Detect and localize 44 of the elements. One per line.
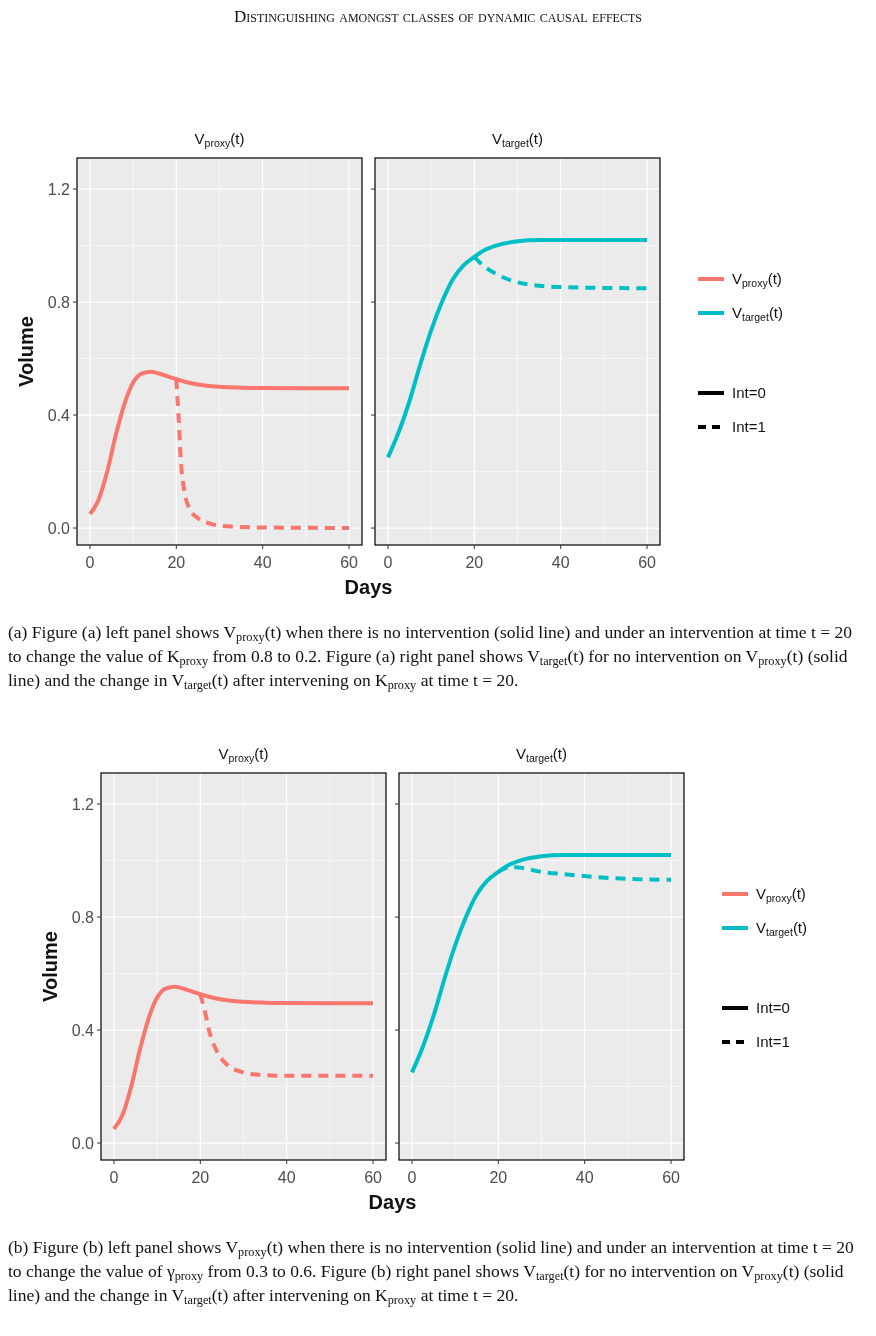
text: Int=0 — [756, 999, 790, 1016]
y-tick-label: 0.0 — [71, 1135, 95, 1153]
legend-label: V$_{proxy}$(t) — [756, 885, 806, 904]
x-tick-label: 40 — [277, 1169, 296, 1186]
x-axis-title: Days — [344, 576, 393, 598]
chart-title: V$_{target}$(t) — [491, 130, 544, 149]
y-tick-label: 0.8 — [47, 294, 71, 312]
legend-label: V$_{target}$(t) — [732, 304, 784, 323]
x-tick-label: 40 — [253, 554, 272, 571]
line-series — [111, 984, 376, 1131]
y-tick-label: 1.2 — [47, 181, 71, 199]
x-tick-label: 0 — [109, 1169, 119, 1186]
y-tick-label: 0.4 — [71, 1022, 95, 1040]
x-tick-label: 0 — [85, 554, 95, 571]
y-axis-title: Volume — [39, 931, 61, 1002]
y-tick-label: 0.4 — [47, 407, 71, 425]
chart-title: V$_{proxy}$(t) — [218, 745, 269, 764]
x-tick-label: 20 — [191, 1169, 210, 1186]
y-tick-label: 1.2 — [71, 796, 95, 814]
x-tick-label: 40 — [575, 1169, 594, 1186]
x-tick-label: 20 — [167, 554, 186, 571]
x-tick-label: 60 — [340, 554, 359, 571]
x-tick-label: 20 — [465, 554, 484, 571]
y-tick-label: 0.8 — [71, 909, 95, 927]
x-tick-label: 60 — [364, 1169, 383, 1186]
legend-label: V$_{target}$(t) — [756, 919, 808, 938]
legend-label: V$_{proxy}$(t) — [732, 270, 782, 289]
x-tick-label: 20 — [489, 1169, 508, 1186]
chart-title: V$_{target}$(t) — [515, 745, 568, 764]
y-tick-label: 0.0 — [47, 520, 71, 538]
x-axis-title: Days — [368, 1191, 417, 1213]
x-tick-label: 0 — [407, 1169, 417, 1186]
text: Distinguishing amongst classes of dynamic causal effects — [234, 7, 642, 26]
text: Int=1 — [756, 1033, 790, 1050]
chart-title: V$_{proxy}$(t) — [194, 130, 245, 149]
x-tick-label: 60 — [638, 554, 657, 571]
x-tick-label: 60 — [662, 1169, 681, 1186]
x-tick-label: 40 — [551, 554, 570, 571]
text: Int=1 — [732, 418, 766, 435]
x-tick-label: 0 — [383, 554, 393, 571]
y-axis-title: Volume — [15, 316, 37, 387]
text: (a) Figure (a) left panel shows V$_{proxy}$(t) when there is no intervention (solid line) and under an intervention at time t = 20 to change the value of K$_{proxy}$ from 0.8 to 0.2. Figure (a) right panel shows V$_{target}$(t) for no intervention on V$_{proxy}$(t) (solid line) and the change in V$_{target}$(t) after intervening on K$_{proxy}$ at time t = 20. — [8, 622, 852, 692]
text: Int=0 — [732, 384, 766, 401]
text: (b) Figure (b) left panel shows V$_{proxy}$(t) when there is no intervention (solid line) and under an intervention at time t = 20 to change the value of γ$_{proxy}$ from 0.3 to 0.6. Figure (b) right panel shows V$_{target}$(t) for no intervention on V$_{proxy}$(t) (solid line) and the change in V$_{target}$(t) after intervening on K$_{proxy}$ at time t = 20. — [8, 1237, 854, 1307]
